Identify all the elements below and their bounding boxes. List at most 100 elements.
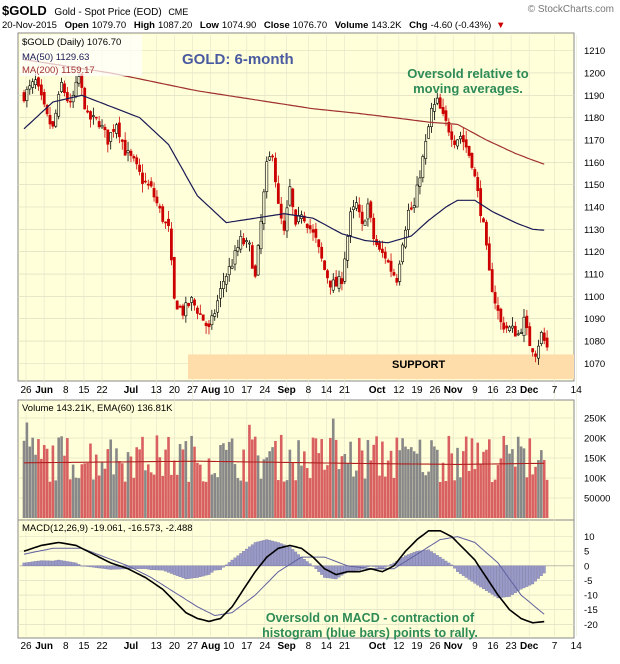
- volume-bar: [277, 480, 280, 518]
- ma50-line: [23, 94, 545, 244]
- candle-body: [201, 314, 205, 321]
- x-tick-label: 24: [259, 385, 271, 396]
- volume-bar: [514, 466, 517, 518]
- y-tick-label: 1210: [584, 46, 605, 57]
- candle-body: [406, 209, 410, 230]
- macd-histogram: [22, 539, 546, 599]
- x-tick-label: Oct: [369, 385, 386, 396]
- volume-bar: [488, 439, 491, 518]
- volume-bar: [502, 435, 506, 518]
- volume-bar: [323, 469, 326, 518]
- volume-bar: [262, 459, 266, 518]
- histogram-bar: [470, 565, 474, 582]
- x-tick-label: 15: [78, 385, 90, 396]
- candle-body: [328, 280, 332, 288]
- candle-body: [132, 156, 136, 159]
- candle-body: [155, 196, 159, 204]
- histogram-bar: [311, 565, 315, 567]
- candle-body: [83, 87, 87, 110]
- candle-body: [502, 322, 506, 330]
- histogram-bar: [427, 549, 431, 566]
- volume-bar: [141, 436, 144, 518]
- y-tick-label: 1200: [584, 68, 605, 79]
- volume-bar: [305, 468, 309, 518]
- volume-bar: [285, 480, 289, 518]
- histogram-bar: [253, 542, 257, 566]
- candle-body: [236, 247, 240, 252]
- candle-body: [317, 239, 321, 248]
- volume-bar: [97, 475, 101, 518]
- macd-annotation-line-2: histogram (blue bars) points to rally.: [262, 626, 478, 640]
- x-tick-label-bottom: 12: [393, 641, 405, 652]
- candle-body: [314, 228, 318, 238]
- histogram-bar: [54, 560, 58, 566]
- x-tick-label-bottom: 21: [339, 641, 351, 652]
- histogram-bar: [167, 565, 170, 573]
- candle-body: [262, 191, 266, 225]
- volume-bar: [473, 469, 477, 518]
- volume-bar: [389, 450, 393, 518]
- x-tick-label-bottom: 20: [169, 641, 181, 652]
- histogram-bar: [207, 565, 211, 575]
- volume-bar: [401, 438, 404, 518]
- x-tick-label: 7: [552, 385, 558, 396]
- histogram-bar: [294, 551, 298, 566]
- histogram-bar: [424, 549, 428, 566]
- candle-body: [288, 186, 292, 206]
- histogram-bar: [421, 550, 425, 566]
- volume-bar: [83, 463, 86, 518]
- candle-body: [271, 155, 274, 158]
- candle-body: [45, 104, 49, 115]
- y-tick-label: 1170: [584, 135, 604, 146]
- histogram-bar: [273, 541, 277, 566]
- support-label: SUPPORT: [392, 359, 445, 371]
- volume-bar: [308, 478, 312, 518]
- histogram-bar: [326, 565, 329, 579]
- volume-bar: [135, 447, 139, 518]
- x-tick-label: Jul: [124, 385, 139, 396]
- candle-body: [349, 211, 352, 236]
- histogram-bar: [539, 565, 543, 576]
- candle-body: [274, 157, 277, 183]
- histogram-bar: [499, 565, 503, 598]
- candle-body: [525, 315, 529, 329]
- histogram-bar: [227, 562, 231, 566]
- candle-body: [149, 181, 153, 187]
- x-tick-label: 10: [223, 385, 235, 396]
- macd-signal-line: [23, 536, 545, 617]
- candle-body: [352, 206, 355, 211]
- candle-body: [256, 245, 260, 276]
- candle-body: [42, 92, 46, 105]
- x-tick-label: 20: [169, 385, 181, 396]
- x-tick-label: 9: [472, 385, 478, 396]
- volume-bar: [201, 481, 205, 518]
- candle-body: [239, 236, 243, 250]
- candle-body: [326, 270, 329, 279]
- volume-bar: [106, 449, 110, 518]
- x-tick-label-bottom: Aug: [201, 641, 220, 652]
- x-tick-label: 17: [241, 385, 253, 396]
- histogram-bar: [493, 565, 497, 597]
- volume-bar: [545, 479, 549, 518]
- volume-bar: [66, 438, 69, 518]
- histogram-bar: [210, 565, 214, 573]
- volume-bar: [42, 445, 46, 518]
- candle-body: [279, 203, 283, 219]
- histogram-bar: [444, 560, 448, 566]
- candle-body: [51, 121, 55, 127]
- volume-bar: [172, 460, 176, 518]
- volume-bar: [464, 436, 468, 518]
- candle-body: [427, 126, 431, 139]
- candle-body: [184, 302, 188, 317]
- x-tick-label: Jun: [35, 385, 53, 396]
- histogram-bar: [193, 565, 196, 579]
- histogram-bar: [198, 565, 202, 577]
- candle-body: [187, 303, 191, 306]
- histogram-bar: [305, 561, 309, 566]
- candle-body: [493, 292, 497, 304]
- volume-bar: [132, 477, 136, 518]
- histogram-bar: [357, 565, 361, 571]
- volume-bar: [100, 462, 104, 518]
- candle-body: [161, 206, 165, 222]
- volume-bar: [461, 451, 465, 518]
